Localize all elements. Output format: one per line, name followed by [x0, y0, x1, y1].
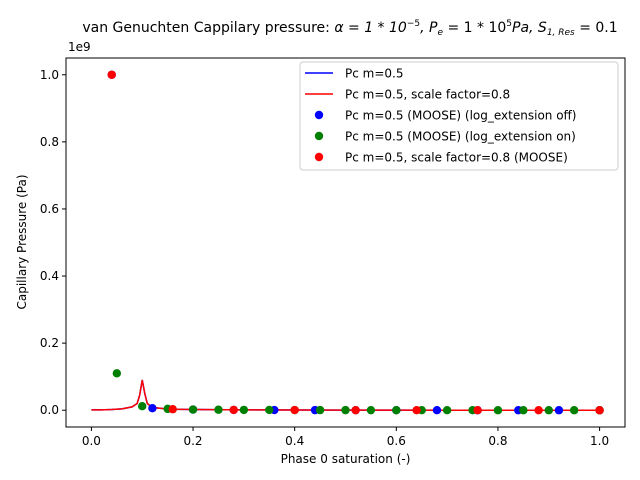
y-axis: 0.0 0.2 0.4 0.6 0.8 1.0 — [40, 68, 66, 417]
x-axis: 0.0 0.2 0.4 0.6 0.8 1.0 — [82, 427, 609, 448]
legend-box — [299, 61, 619, 171]
y-tick-label: 1.0 — [40, 68, 59, 82]
data-point-pc-m-0-5-moose-log-extension-on — [519, 406, 528, 415]
data-point-pc-m-0-5-moose-log-extension-off — [432, 405, 442, 415]
legend-marker-swatch — [314, 131, 324, 141]
y-tick-label: 0.6 — [40, 202, 59, 216]
y-multiplier: 1e9 — [68, 40, 91, 54]
data-point-pc-m-0-5-scale-factor-0-8-moose — [107, 70, 116, 79]
legend-label: Pc m=0.5 (MOOSE) (log_extension on) — [345, 130, 576, 144]
y-tick-label: 0.0 — [40, 403, 59, 417]
chart-title: van Genuchten Cappilary pressure: α = 1 … — [82, 19, 617, 38]
y-tick-label: 0.4 — [40, 269, 59, 283]
data-point-pc-m-0-5-scale-factor-0-8-moose — [412, 405, 421, 415]
x-tick-label: 0.2 — [183, 434, 202, 448]
data-point-pc-m-0-5-moose-log-extension-on — [315, 405, 325, 415]
data-point-pc-m-0-5-scale-factor-0-8-moose — [168, 405, 177, 414]
plot-frame — [65, 57, 626, 428]
data-point-pc-m-0-5-scale-factor-0-8-moose — [351, 405, 360, 415]
data-point-pc-m-0-5-moose-log-extension-on — [569, 406, 579, 415]
data-point-pc-m-0-5-scale-factor-0-8-moose — [534, 406, 543, 415]
data-point-pc-m-0-5-moose-log-extension-off — [148, 404, 157, 413]
data-point-pc-m-0-5-moose-log-extension-on — [493, 406, 503, 415]
data-point-pc-m-0-5-scale-factor-0-8-moose — [473, 405, 482, 415]
x-axis-label: Phase 0 saturation (-) — [281, 452, 411, 466]
data-point-pc-m-0-5-moose-log-extension-off — [554, 406, 564, 415]
data-point-pc-m-0-5-moose-log-extension-on — [265, 405, 274, 415]
data-point-pc-m-0-5-moose-log-extension-on — [239, 405, 249, 415]
legend-label: Pc m=0.5 — [345, 67, 403, 81]
data-point-pc-m-0-5-moose-log-extension-on — [544, 406, 553, 415]
legend-label: Pc m=0.5, scale factor=0.8 — [345, 88, 510, 102]
x-tick-label: 0.8 — [488, 434, 507, 448]
series-layer — [91, 70, 604, 415]
x-tick-label: 1.0 — [590, 434, 609, 448]
data-point-pc-m-0-5-scale-factor-0-8-moose — [595, 406, 604, 415]
y-tick-label: 0.8 — [40, 135, 59, 149]
legend-label: Pc m=0.5 (MOOSE) (log_extension off) — [345, 109, 577, 123]
data-point-pc-m-0-5-moose-log-extension-on — [392, 405, 401, 415]
data-point-pc-m-0-5-moose-log-extension-on — [112, 369, 122, 378]
data-point-pc-m-0-5-moose-log-extension-on — [214, 405, 223, 414]
y-axis-label: Capillary Pressure (Pa) — [15, 174, 29, 309]
data-point-pc-m-0-5-moose-log-extension-on — [188, 405, 198, 414]
data-point-pc-m-0-5-scale-factor-0-8-moose — [229, 405, 238, 415]
x-tick-label: 0.4 — [285, 434, 304, 448]
legend-label: Pc m=0.5, scale factor=0.8 (MOOSE) — [345, 151, 568, 165]
plot-area — [65, 57, 626, 428]
data-point-pc-m-0-5-scale-factor-0-8-moose — [290, 405, 299, 415]
data-point-pc-m-0-5-moose-log-extension-on — [341, 405, 350, 415]
data-point-pc-m-0-5-moose-log-extension-on — [138, 402, 147, 411]
data-point-pc-m-0-5-moose-log-extension-on — [366, 405, 376, 415]
legend: Pc m=0.5 Pc m=0.5, scale factor=0.8 Pc m=0… — [299, 61, 619, 171]
legend-marker-swatch — [314, 152, 324, 162]
y-tick-label: 0.2 — [40, 336, 59, 350]
x-tick-label: 0.0 — [82, 434, 101, 448]
data-point-pc-m-0-5-moose-log-extension-on — [442, 405, 452, 415]
x-tick-label: 0.6 — [387, 434, 406, 448]
legend-marker-swatch — [314, 110, 324, 120]
